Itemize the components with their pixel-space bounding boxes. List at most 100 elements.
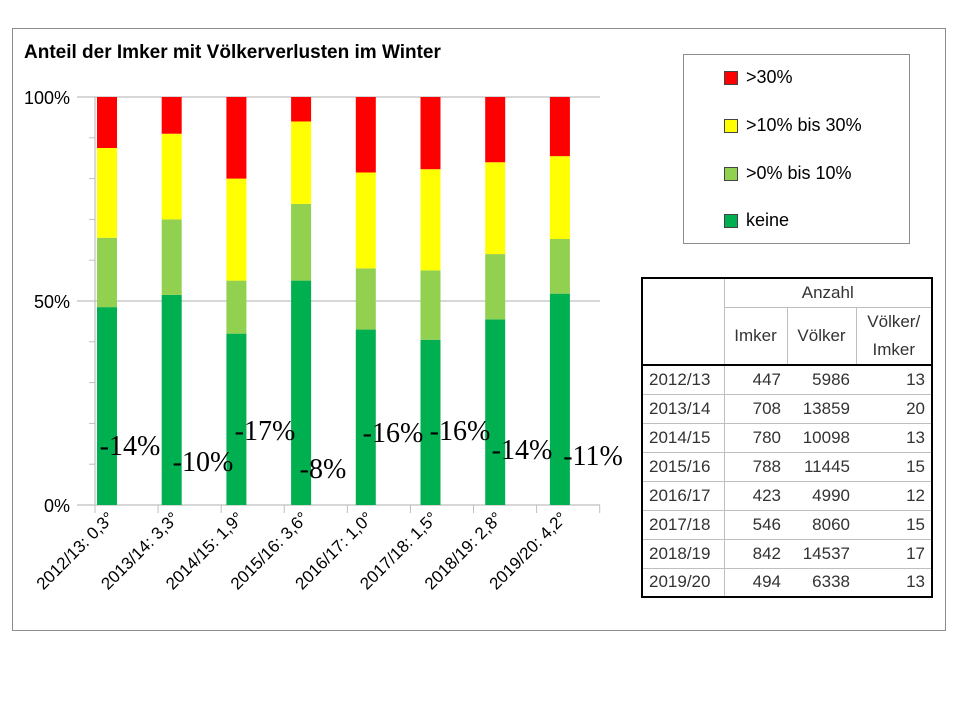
bar-segment (97, 307, 117, 505)
cell-voelker: 10098 (787, 423, 856, 453)
cell-imker: 447 (723, 365, 787, 395)
legend-item: >30% (724, 67, 793, 88)
cell-ratio: 13 (856, 423, 933, 453)
cell-ratio: 20 (856, 394, 933, 424)
y-tick-label: 0% (44, 496, 70, 516)
cell-year: 2019/20 (641, 568, 724, 598)
table-header-row: Anzahl (641, 277, 933, 366)
data-annotation: -16% (430, 416, 491, 447)
cell-ratio: 17 (856, 539, 933, 569)
cell-ratio: 13 (856, 365, 933, 395)
cell-voelker: 6338 (787, 568, 856, 598)
bar-segment (291, 121, 312, 204)
cell-imker: 423 (723, 481, 787, 511)
bar-segment (226, 280, 247, 334)
legend-item: >0% bis 10% (724, 163, 852, 184)
legend-label: >30% (746, 67, 793, 87)
legend: >30% >10% bis 30% >0% bis 10% keine (683, 54, 910, 244)
legend-item: >10% bis 30% (724, 115, 862, 136)
bar-segment (420, 339, 441, 505)
cell-voelker: 14537 (787, 539, 856, 569)
table-row: 2013/14 708 13859 20 (641, 394, 933, 424)
bar-segment (549, 97, 570, 157)
cell-imker: 788 (723, 452, 787, 482)
data-annotation: -10% (173, 447, 234, 478)
chart-title: Anteil der Imker mit Völkerverlusten im … (24, 42, 441, 63)
cell-imker: 780 (723, 423, 787, 453)
table-row: 2017/18 546 8060 15 (641, 510, 933, 540)
cell-voelker: 8060 (787, 510, 856, 540)
bar-segment (97, 148, 117, 238)
cell-imker: 546 (723, 510, 787, 540)
data-table: Anzahl Imker Völker Völker/ Imker 2012/1… (641, 277, 933, 598)
legend-label: >0% bis 10% (746, 163, 852, 183)
bar-segment (355, 329, 376, 505)
table-header-row: Imker Völker Völker/ (642, 307, 933, 366)
table-corner-cell (641, 277, 724, 366)
cell-year: 2013/14 (641, 394, 724, 424)
legend-item: keine (724, 210, 789, 231)
table-row: 2018/19 842 14537 17 (641, 539, 933, 569)
cell-imker: 842 (723, 539, 787, 569)
table-row: 2014/15 780 10098 13 (641, 423, 933, 453)
legend-swatch-10-30 (724, 118, 738, 133)
bar-segment (549, 238, 570, 294)
cell-imker: 494 (723, 568, 787, 598)
cell-voelker: 4990 (787, 481, 856, 511)
table-row: 2012/13 447 5986 13 (641, 365, 933, 395)
bar-segment (485, 162, 506, 255)
cell-ratio: 15 (856, 510, 933, 540)
bar-segment (161, 97, 182, 134)
data-annotation: -17% (235, 416, 296, 447)
cell-year: 2015/16 (641, 452, 724, 482)
bar-segment (420, 97, 441, 170)
cell-ratio: 15 (856, 452, 933, 482)
legend-swatch-none (724, 213, 738, 228)
cell-year: 2017/18 (641, 510, 724, 540)
bar-segment (549, 156, 570, 239)
header-voelker: Völker (786, 307, 856, 366)
legend-swatch-over30 (724, 70, 738, 85)
bar-segment (355, 268, 376, 330)
data-annotation: -14% (100, 431, 161, 462)
cell-voelker: 11445 (787, 452, 856, 482)
bar-segment (291, 97, 312, 122)
legend-label: keine (746, 210, 790, 230)
bar-series (97, 97, 570, 505)
chart-frame (12, 28, 946, 631)
data-annotation: -8% (300, 454, 347, 485)
bar-segment (549, 293, 570, 505)
bar-segment (291, 203, 312, 281)
bar-segment (420, 270, 441, 340)
data-annotation: -14% (492, 435, 553, 466)
y-tick-label: 50% (34, 292, 70, 312)
legend-label: >10% bis 30% (746, 115, 862, 135)
bar-segment (485, 319, 506, 505)
cell-imker: 708 (723, 394, 787, 424)
header-imker: Imker (723, 307, 787, 366)
bar-segment (97, 237, 117, 308)
table-row: 2016/17 423 4990 12 (641, 481, 933, 511)
cell-year: 2016/17 (641, 481, 724, 511)
bar-segment (161, 294, 182, 505)
cell-year: 2018/19 (641, 539, 724, 569)
y-tick-label: 100% (24, 88, 70, 108)
bar-segment (291, 280, 312, 505)
cell-ratio: 13 (856, 568, 933, 598)
cell-year: 2012/13 (641, 365, 724, 395)
table-row: 2015/16 788 11445 15 (641, 452, 933, 482)
header-ratio-line1: Völker/ (855, 307, 933, 336)
bar-segment (97, 97, 117, 148)
cell-ratio: 12 (856, 481, 933, 511)
bar-segment (355, 172, 376, 269)
data-annotation: -11% (563, 441, 623, 472)
data-annotation: -16% (363, 418, 424, 449)
bar-segment (485, 97, 506, 163)
cell-year: 2014/15 (641, 423, 724, 453)
legend-swatch-0-10 (724, 166, 738, 181)
cell-voelker: 13859 (787, 394, 856, 424)
bar-segment (226, 178, 247, 281)
bar-segment (420, 169, 441, 271)
bar-segment (226, 97, 247, 179)
